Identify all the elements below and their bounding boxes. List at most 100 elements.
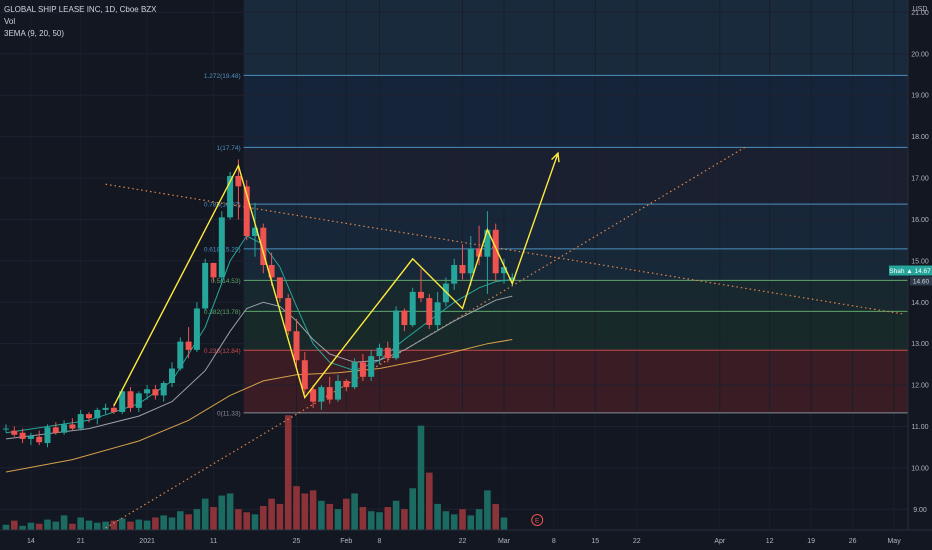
candle-body <box>484 229 491 257</box>
volume-bar <box>177 511 184 530</box>
candle-body <box>11 430 18 435</box>
volume-bar <box>168 517 176 530</box>
candle-body <box>235 175 242 187</box>
candle-body <box>260 227 267 265</box>
volume-bar <box>492 503 499 530</box>
time-tick-label: Apr <box>714 538 726 545</box>
candle-body <box>509 277 516 280</box>
volume-bar <box>434 503 441 530</box>
fib-zone <box>243 311 908 351</box>
candle-body <box>152 389 159 396</box>
volume-bar <box>135 519 143 530</box>
fib-label: 0.382(13.78) <box>204 309 241 316</box>
candle-body <box>127 391 134 408</box>
time-tick-label: 12 <box>766 538 774 545</box>
volume-bar <box>85 520 93 530</box>
volume-bar <box>367 511 375 530</box>
candle-body <box>318 387 325 402</box>
candle-body <box>293 331 300 361</box>
ema-slow-line <box>5 339 513 473</box>
price-tick-label: 14.00 <box>911 300 929 307</box>
volume-bar <box>326 503 333 530</box>
price-tick-label: 13.00 <box>911 341 929 348</box>
candle-body <box>276 277 283 299</box>
pattern-arrowhead <box>551 151 560 163</box>
volume-bar <box>143 520 151 530</box>
volume-bar <box>260 506 267 530</box>
candle-body <box>160 383 167 396</box>
volume-bar <box>2 524 10 530</box>
price-tick-label: 17.00 <box>911 176 929 183</box>
current-price-label: Shah ▲ 14.67 <box>889 268 931 275</box>
price-tick-label: 18.00 <box>911 134 929 141</box>
candle-body <box>94 409 101 419</box>
time-tick-label: 15 <box>591 538 599 545</box>
volume-bar <box>401 509 408 530</box>
volume-bar <box>226 493 234 530</box>
candle-body <box>368 356 375 377</box>
volume-bar <box>110 520 118 530</box>
fib-label: 0.5(14.53) <box>211 278 241 285</box>
earnings-marker-icon <box>531 514 544 526</box>
volume-bar <box>351 493 358 530</box>
volume-bar <box>450 514 458 530</box>
volume-bar <box>384 507 392 530</box>
candle-body <box>177 341 184 369</box>
candle-body <box>135 393 142 408</box>
pattern-drawing <box>113 151 560 407</box>
volume-bar <box>19 525 26 530</box>
fib-zone <box>243 280 908 312</box>
volume-bar <box>426 472 433 530</box>
volume-bar <box>309 490 317 530</box>
volume-bars <box>2 415 508 530</box>
time-tick-label: 21 <box>77 538 85 545</box>
volume-bar <box>243 512 250 530</box>
candle-body <box>343 380 350 388</box>
volume-bar <box>193 509 201 530</box>
candle-body <box>459 265 466 274</box>
volume-bar <box>102 521 109 530</box>
candle-body <box>501 267 507 274</box>
volume-bar <box>11 520 18 530</box>
fib-zone <box>243 147 908 205</box>
candle-body <box>169 368 175 384</box>
earnings-marker-label: E <box>535 518 540 525</box>
volume-indicator-label: Vol <box>4 17 16 26</box>
candle-body <box>418 291 424 299</box>
time-axis: 14 21 2021 11 25 Feb 8 22 Mar 8 15 22 Apr 12 19 26 May <box>0 529 932 550</box>
volume-bar <box>160 515 167 530</box>
volume-bar <box>44 519 51 530</box>
ema-lines <box>5 235 513 473</box>
candle-body <box>409 291 416 326</box>
fib-zone-top <box>243 0 908 76</box>
candle-body <box>326 387 333 400</box>
volume-bar <box>475 509 483 530</box>
volume-bar <box>235 509 242 530</box>
price-axis-unit: USD <box>913 6 928 13</box>
candle-body <box>426 298 433 326</box>
ema-indicator-label: 3EMA (9, 20, 50) <box>4 29 65 38</box>
candles <box>3 159 516 448</box>
price-tick-label: 11.00 <box>912 424 929 431</box>
time-tick-label: May <box>887 538 901 545</box>
price-badge-secondary <box>910 276 932 286</box>
candle-body <box>467 248 474 274</box>
candle-body <box>268 265 275 278</box>
volume-bar <box>152 517 159 530</box>
volume-bar <box>35 523 43 530</box>
volume-bar <box>301 493 309 530</box>
current-price-badge <box>889 265 932 276</box>
candle-body <box>401 310 408 326</box>
candle-body <box>227 175 234 218</box>
candle-body <box>185 341 192 350</box>
volume-bar <box>459 509 466 530</box>
candle-body <box>393 310 400 359</box>
volume-bar <box>500 517 508 530</box>
candle-body <box>44 427 51 444</box>
price-tick-label: 21.00 <box>911 10 929 17</box>
volume-bar <box>392 500 400 530</box>
time-tick-label: 25 <box>293 538 301 545</box>
candle-body <box>218 217 225 278</box>
